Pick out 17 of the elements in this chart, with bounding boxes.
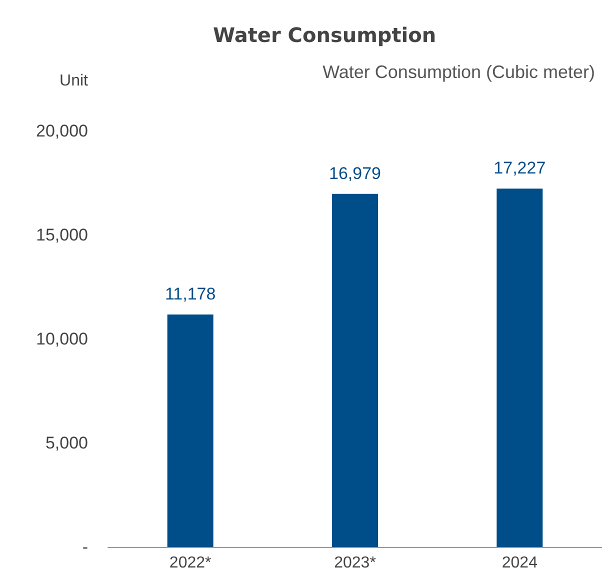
bar <box>496 188 543 547</box>
x-tick-label: 2023* <box>334 554 376 572</box>
y-axis-title: Unit <box>60 72 89 90</box>
chart-subtitle: Water Consumption (Cubic meter) <box>322 62 596 82</box>
data-label: 17,227 <box>494 158 546 178</box>
chart-title: Water Consumption <box>213 23 436 47</box>
y-tick-label: - <box>82 538 88 556</box>
data-label: 11,178 <box>164 284 216 304</box>
y-tick-label: 5,000 <box>45 434 88 452</box>
y-tick-label: 15,000 <box>36 226 88 244</box>
y-tick-label: 20,000 <box>36 122 88 140</box>
x-tick-label: 2024 <box>502 554 538 572</box>
x-tick-label: 2022* <box>169 554 212 572</box>
bar <box>332 194 378 547</box>
bar <box>167 314 214 547</box>
y-tick-label: 10,000 <box>36 330 88 348</box>
data-label: 16,979 <box>329 164 381 183</box>
